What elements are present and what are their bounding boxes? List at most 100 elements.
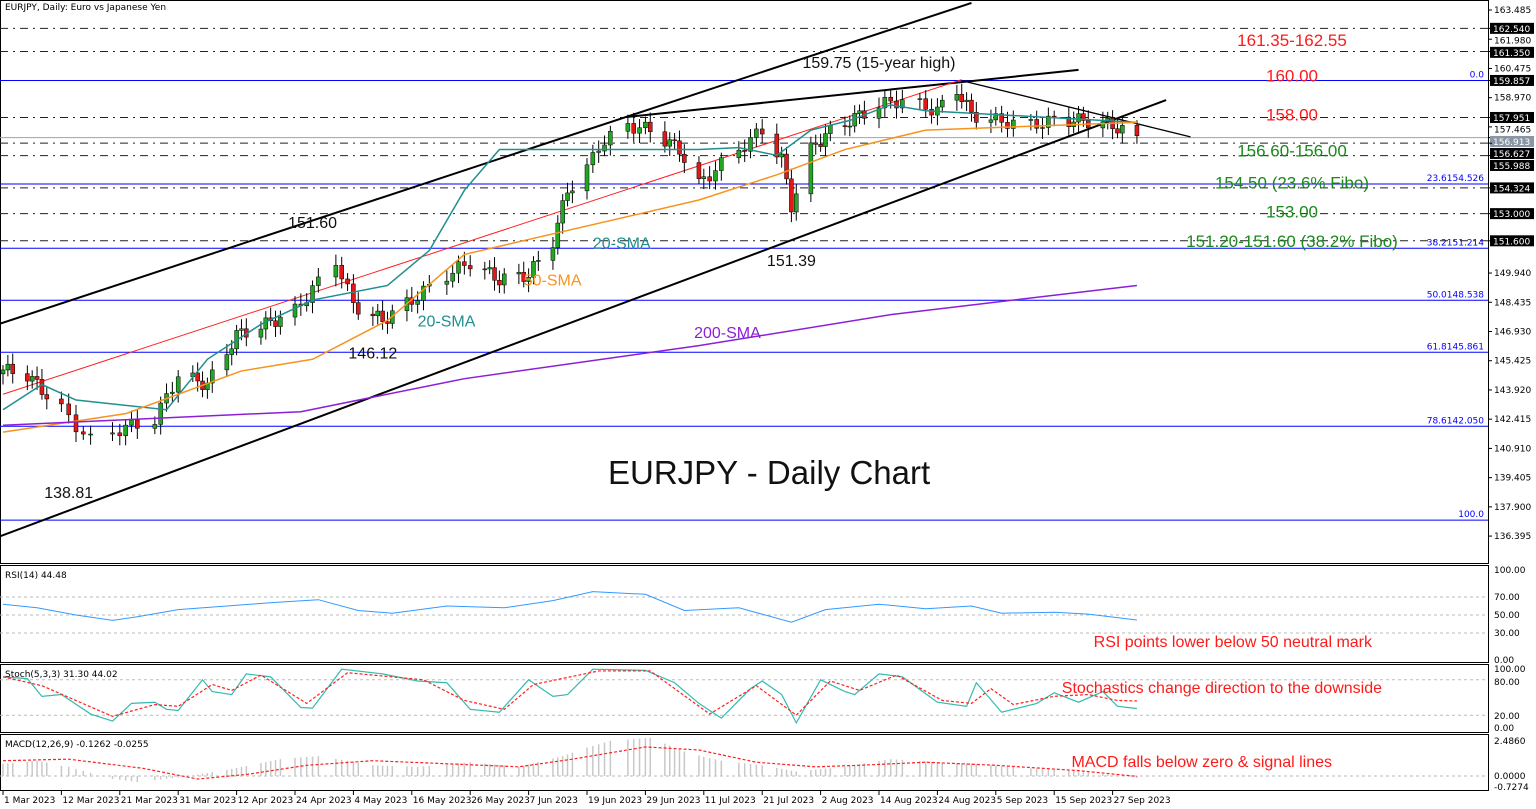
candle	[894, 90, 899, 119]
candle	[263, 311, 269, 340]
price-panel-frame	[0, 0, 1489, 564]
candle-body	[5, 363, 11, 371]
candle-body	[672, 139, 677, 142]
fibo-level-label: 61.8145.861	[1427, 342, 1484, 352]
date-axis-label: 4 May 2023	[354, 796, 407, 806]
candle	[1066, 107, 1072, 137]
candle-body	[497, 280, 502, 286]
price-axis-label: 140.910	[1494, 444, 1531, 454]
candle-body	[421, 285, 426, 301]
candle	[969, 93, 974, 122]
candle-body	[175, 376, 181, 393]
candle-body	[356, 302, 361, 315]
candle-body	[195, 372, 200, 382]
level-annotation: 156.60-156.00	[1237, 142, 1347, 161]
candle	[719, 152, 724, 181]
candle-body	[25, 373, 30, 382]
fibo-level-label: 38.2151.214	[1427, 238, 1485, 248]
price-level-box	[1490, 46, 1534, 58]
candle-body	[39, 379, 45, 395]
candle	[596, 140, 601, 163]
candle	[25, 365, 30, 391]
channel-lower-line	[0, 99, 1167, 538]
candle-body	[81, 431, 86, 435]
candle	[502, 268, 507, 294]
candle-body	[1028, 119, 1034, 121]
candle	[774, 123, 780, 165]
chart-header-title: EURJPY, Daily: Euro vs Japanese Yen	[5, 3, 167, 13]
stoch-axis-label: 100.00	[1494, 665, 1526, 675]
sma50-line	[2, 121, 1137, 433]
candle	[385, 311, 390, 334]
price-level-box-label: 156.627	[1493, 150, 1530, 160]
candle-body	[536, 260, 541, 262]
fibo-level-label: 50.0148.538	[1427, 290, 1485, 300]
candle	[707, 166, 712, 190]
candle	[66, 393, 71, 424]
fibo-level-label: 0.0	[1470, 70, 1485, 80]
candle-body	[123, 424, 128, 437]
candle-body	[742, 149, 747, 152]
candle-body	[784, 153, 789, 180]
rsi-axis-label: 100.00	[1494, 566, 1526, 576]
candle-body	[224, 354, 230, 371]
candle-body	[713, 170, 718, 182]
candle-body	[34, 376, 40, 380]
price-level-box-label: 155.988	[1493, 162, 1530, 172]
price-axis-label: 158.970	[1494, 94, 1531, 104]
date-axis-label: 5 Sep 2023	[997, 796, 1048, 806]
candle-body	[129, 419, 134, 426]
date-axis-label: 27 Sep 2023	[1114, 796, 1171, 806]
candle-body	[502, 273, 507, 286]
candle	[370, 306, 376, 326]
candle-body	[900, 99, 905, 109]
date-axis-label: 11 Jul 2023	[705, 796, 756, 806]
candle-body	[482, 268, 488, 271]
candle	[487, 260, 492, 275]
macd-title: MACD(12,26,9) -0.1262 -0.0255	[5, 740, 149, 750]
candle-body	[999, 113, 1004, 123]
candle	[999, 105, 1004, 133]
candle	[205, 377, 210, 399]
candle-body	[857, 110, 862, 114]
point-annotation: 151.60	[288, 215, 337, 232]
rsi-axis-label: 0.00	[1494, 656, 1514, 666]
candle-body	[888, 96, 893, 102]
date-axis-label: 24 Aug 2023	[938, 796, 996, 806]
candle	[356, 292, 361, 320]
candle	[637, 119, 642, 144]
date-axis-label: 21 Jul 2023	[763, 796, 814, 806]
candle-body	[560, 200, 565, 224]
candle	[682, 144, 687, 174]
candle	[497, 270, 502, 294]
candle-body	[748, 137, 753, 152]
candle	[0, 365, 6, 385]
candle	[713, 161, 718, 190]
candle-body	[380, 310, 385, 322]
candle-body	[818, 144, 823, 147]
price-level-box-label: 161.350	[1493, 49, 1530, 59]
candle-body	[1066, 116, 1072, 127]
rsi-axis-label: 70.00	[1494, 593, 1520, 603]
candle	[940, 94, 945, 113]
candle	[779, 146, 784, 168]
candle-body	[351, 283, 356, 303]
macd-annotation: MACD falls below zero & signal lines	[1071, 754, 1332, 771]
candle	[625, 114, 631, 139]
level-annotation: 154.50 (23.6% Fibo)	[1215, 174, 1369, 193]
candle	[1071, 111, 1076, 134]
candle-body	[59, 398, 64, 405]
candle-body	[117, 432, 123, 437]
macd-panel-frame	[0, 734, 1489, 791]
candle-body	[602, 144, 607, 152]
point-annotation: 138.81	[44, 485, 93, 502]
candle-body	[929, 108, 934, 116]
candle	[1081, 106, 1086, 127]
date-axis-label: 12 Apr 2023	[238, 796, 294, 806]
candle-body	[988, 119, 994, 123]
candle-body	[158, 402, 163, 425]
candle-body	[662, 131, 668, 147]
price-level-box	[1490, 74, 1534, 86]
level-annotation: 153.00	[1266, 203, 1318, 222]
